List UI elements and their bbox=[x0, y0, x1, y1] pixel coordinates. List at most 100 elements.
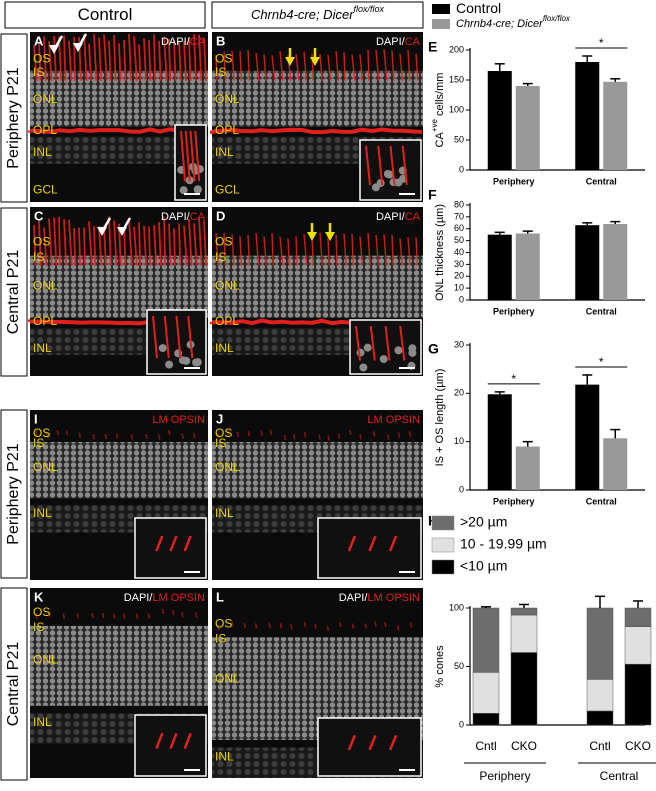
layer-label: INL bbox=[215, 749, 234, 763]
opsin-dash bbox=[145, 433, 148, 440]
layer-label: ONL bbox=[215, 279, 240, 293]
cone-streak bbox=[343, 52, 346, 81]
x-tick-label: Cntl bbox=[589, 739, 610, 753]
bar-segment bbox=[472, 713, 500, 726]
arrow-head bbox=[325, 232, 335, 241]
layer-label: OPL bbox=[33, 314, 57, 328]
opsin-dash bbox=[303, 621, 307, 628]
bar bbox=[603, 81, 628, 170]
inset-nucleus bbox=[192, 358, 201, 367]
layer-label: OPL bbox=[215, 123, 239, 137]
stain-label: DAPI/LM OPSIN bbox=[124, 592, 205, 604]
layer-label: ONL bbox=[33, 92, 58, 106]
opsin-dash bbox=[326, 625, 330, 631]
y-tick-label: 80 bbox=[454, 199, 464, 209]
cone-streak bbox=[108, 40, 112, 81]
cone-streak bbox=[303, 234, 308, 266]
cone-streak bbox=[88, 221, 93, 266]
layer-label: OS bbox=[215, 235, 232, 249]
legend-swatch bbox=[432, 19, 450, 29]
layer-label: IS bbox=[215, 436, 226, 450]
cone-streak bbox=[198, 216, 203, 266]
cone-streak bbox=[33, 45, 38, 81]
legend-name: Chrnb4-cre; Dicer bbox=[456, 18, 544, 30]
opsin-dash bbox=[318, 434, 321, 440]
opsin-dash bbox=[236, 431, 239, 438]
arrow-head bbox=[49, 45, 59, 54]
arrow-head bbox=[310, 57, 320, 66]
bar-segment bbox=[586, 607, 614, 680]
cone-streak bbox=[215, 54, 218, 81]
cone-streak bbox=[73, 228, 77, 266]
onl-band bbox=[212, 70, 423, 127]
opsin-dash bbox=[161, 608, 165, 615]
cone-streak bbox=[263, 54, 267, 81]
inset-cone bbox=[155, 535, 164, 552]
cone-streak bbox=[93, 34, 98, 81]
row-label: Periphery P21 bbox=[5, 443, 22, 544]
cone-streak bbox=[247, 234, 251, 266]
y-tick-label: 100 bbox=[449, 602, 464, 612]
cone-streak bbox=[407, 237, 411, 266]
opsin-dash bbox=[115, 433, 119, 439]
inset-cone bbox=[368, 734, 377, 751]
cone-streak bbox=[295, 236, 298, 266]
opsin-dash bbox=[384, 621, 387, 628]
opsin-dash bbox=[338, 621, 342, 628]
cone-streak bbox=[303, 51, 308, 81]
layer-label: ONL bbox=[215, 92, 240, 106]
y-tick-label: 10 bbox=[454, 283, 464, 293]
layer-label: IS bbox=[215, 65, 226, 79]
opsin-dash bbox=[171, 609, 175, 616]
y-label-text: % cones bbox=[434, 645, 446, 688]
opsin-dash bbox=[386, 434, 390, 440]
row-label-box bbox=[0, 207, 28, 377]
layer-label: IS bbox=[33, 620, 44, 634]
inset-nucleus bbox=[379, 355, 388, 364]
cone-streak bbox=[153, 225, 158, 266]
bar-segment bbox=[472, 672, 500, 714]
opsin-dash bbox=[157, 434, 161, 440]
inset-nucleus bbox=[371, 183, 380, 192]
opsin-dash bbox=[260, 430, 263, 436]
cone-streak bbox=[173, 228, 176, 266]
cone-streak bbox=[53, 36, 57, 81]
cone-streak bbox=[178, 40, 182, 81]
opsin-dash bbox=[290, 624, 293, 630]
arrow-head bbox=[117, 227, 127, 236]
inset-cone bbox=[388, 734, 398, 751]
bar-segment bbox=[510, 607, 538, 616]
y-tick-label: 0 bbox=[459, 719, 464, 729]
opsin-dash bbox=[374, 621, 377, 627]
inset-nucleus bbox=[383, 169, 392, 178]
legend-label: Chrnb4-cre; Dicerflox/flox bbox=[456, 14, 571, 30]
inset-nucleus bbox=[179, 186, 188, 195]
legend-label: Control bbox=[456, 0, 501, 16]
cone-streak bbox=[279, 51, 284, 81]
cone-streak bbox=[327, 54, 332, 81]
cone-streak bbox=[399, 53, 404, 81]
arrow-head bbox=[307, 232, 317, 241]
cone-streak bbox=[231, 234, 235, 266]
opsin-dash bbox=[217, 432, 220, 438]
column-header: Control bbox=[78, 5, 133, 24]
y-axis-label: ONL thickness (µm) bbox=[434, 204, 446, 301]
y-tick-label: 10 bbox=[454, 436, 464, 446]
layer-label: INL bbox=[33, 341, 52, 355]
cone-streak bbox=[58, 216, 61, 266]
cone-streak bbox=[295, 53, 300, 81]
cone-streak bbox=[415, 236, 419, 266]
cone-streak bbox=[188, 219, 193, 266]
inset-nucleus bbox=[165, 360, 174, 369]
opsin-dash bbox=[168, 430, 171, 436]
stain-label: DAPI/LM OPSIN bbox=[339, 592, 420, 604]
opsin-dash bbox=[409, 622, 413, 628]
row-label: Central P21 bbox=[5, 250, 22, 335]
bar bbox=[575, 62, 600, 170]
cone-streak bbox=[178, 223, 182, 266]
stain-label: DAPI/CA bbox=[161, 36, 206, 48]
cone-streak bbox=[183, 41, 187, 81]
